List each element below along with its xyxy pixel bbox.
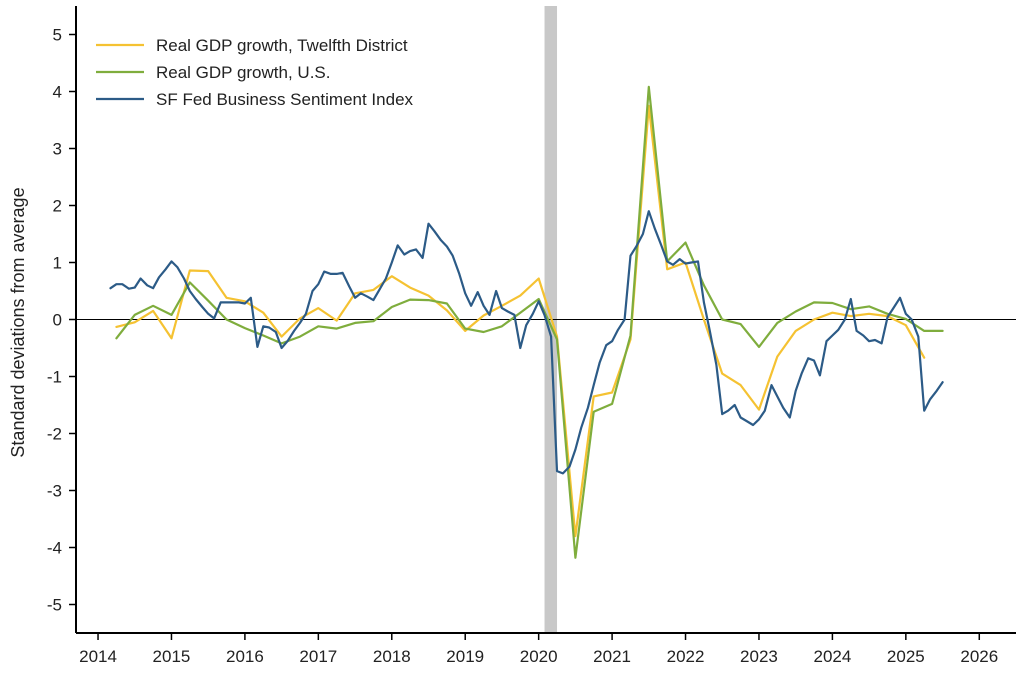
x-tick-label: 2017 bbox=[299, 647, 337, 666]
y-tick-label: 4 bbox=[53, 83, 62, 102]
y-tick-label: -2 bbox=[47, 425, 62, 444]
legend: Real GDP growth, Twelfth District Real GD… bbox=[96, 36, 414, 109]
y-axis-label: Standard deviations from average bbox=[8, 187, 28, 457]
x-tick-label: 2020 bbox=[520, 647, 558, 666]
y-tick-label: -3 bbox=[47, 482, 62, 501]
y-tick-label: 5 bbox=[53, 26, 62, 45]
y-tick-label: -1 bbox=[47, 368, 62, 387]
x-tick-label: 2024 bbox=[813, 647, 851, 666]
y-tick-label: 1 bbox=[53, 254, 62, 273]
x-tick-label: 2015 bbox=[153, 647, 191, 666]
x-tick-label: 2026 bbox=[960, 647, 998, 666]
y-tick-label: 3 bbox=[53, 140, 62, 159]
x-tick-label: 2019 bbox=[446, 647, 484, 666]
legend-label-3: SF Fed Business Sentiment Index bbox=[156, 90, 414, 109]
y-tick-label: 0 bbox=[53, 311, 62, 330]
series-line-3 bbox=[109, 210, 944, 475]
axes: 5 4 3 2 1 0 -1 -2 -3 -4 -5 2014 2015 2016 2017 2018 2019… bbox=[47, 6, 1016, 666]
y-tick-label: -5 bbox=[47, 596, 62, 615]
x-tick-label: 2022 bbox=[667, 647, 705, 666]
legend-label-2: Real GDP growth, U.S. bbox=[156, 63, 330, 82]
x-tick-label: 2016 bbox=[226, 647, 264, 666]
series-line-2 bbox=[115, 85, 944, 559]
x-tick-label: 2023 bbox=[740, 647, 778, 666]
y-tick-label: -4 bbox=[47, 539, 62, 558]
x-tick-label: 2021 bbox=[593, 647, 631, 666]
legend-label-1: Real GDP growth, Twelfth District bbox=[156, 36, 408, 55]
y-tick-label: 2 bbox=[53, 197, 62, 216]
x-tick-label: 2025 bbox=[887, 647, 925, 666]
series-layer bbox=[109, 85, 944, 559]
series-line-1 bbox=[115, 104, 926, 538]
x-tick-label: 2014 bbox=[79, 647, 117, 666]
x-tick-label: 2018 bbox=[373, 647, 411, 666]
